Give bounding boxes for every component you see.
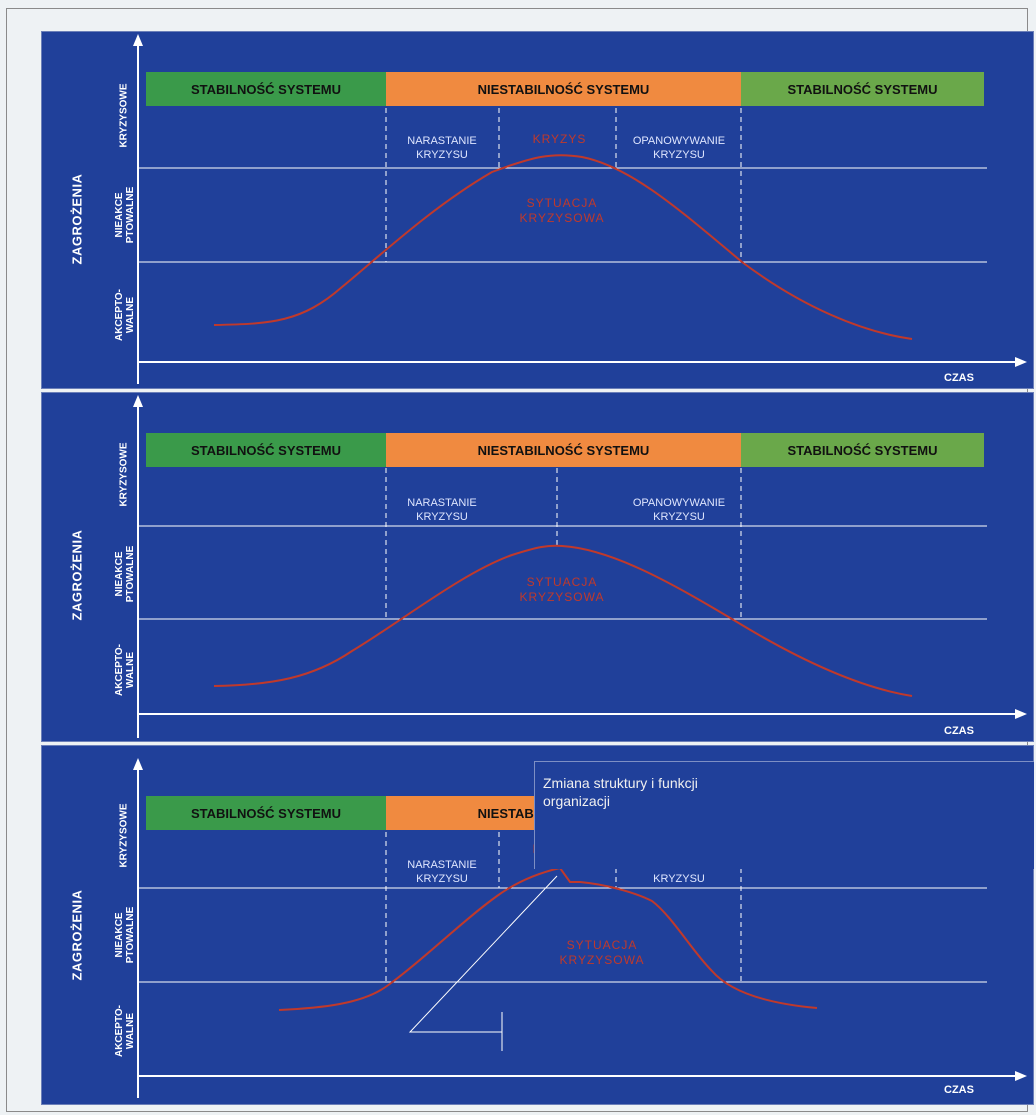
annotation-text: Zmiana struktury i funkcji organizacji <box>543 775 698 809</box>
panel-1-graphics <box>133 34 1027 384</box>
level-label-acceptable: AKCEPTO- WALNE <box>114 1004 136 1058</box>
band-stability-right: STABILNOŚĆ SYSTEMU <box>741 72 984 106</box>
phase-control: OPANOWYWANIE KRYZYSU <box>632 135 726 161</box>
y-axis-arrow <box>133 758 143 770</box>
annotation-box: Zmiana struktury i funkcji organizacji <box>534 761 1034 869</box>
level-label-acceptable: AKCEPTO- WALNE <box>114 288 136 342</box>
situation-label: SYTUACJA KRYZYSOWA <box>559 938 645 967</box>
diagram-frame: ZAGROŻENIA KRYZYSOWE NIEAKCE PTOWALNE AK… <box>6 8 1034 1112</box>
level-label-crisis: KRYZYSOWE <box>118 442 130 507</box>
band-stability-right: STABILNOŚĆ SYSTEMU <box>741 433 984 467</box>
level-label-unacceptable: NIEAKCE PTOWALNE <box>114 545 136 603</box>
panel-2-graphics <box>133 395 1027 738</box>
level-label-crisis: KRYZYSOWE <box>118 83 130 148</box>
level-label-acceptable: AKCEPTO- WALNE <box>114 643 136 697</box>
x-axis-arrow <box>1015 709 1027 719</box>
y-axis-arrow <box>133 34 143 46</box>
phase-rise: NARASTANIE KRYZYSU <box>407 497 477 523</box>
level-label-unacceptable: NIEAKCE PTOWALNE <box>114 186 136 244</box>
x-axis-label: CZAS <box>944 372 974 384</box>
level-label-crisis: KRYZYSOWE <box>118 803 130 868</box>
annotation-leader-line <box>408 875 558 1033</box>
situation-label: SYTUACJA KRYZYSOWA <box>519 575 605 604</box>
band-instability: NIESTABILNOŚĆ SYSTEMU <box>386 433 741 467</box>
y-axis-arrow <box>133 395 143 407</box>
y-axis-label: ZAGROŻENIA <box>69 529 85 621</box>
band-stability-left: STABILNOŚĆ SYSTEMU <box>146 796 386 830</box>
x-axis-arrow <box>1015 357 1027 367</box>
x-axis-arrow <box>1015 1071 1027 1081</box>
phase-rise: NARASTANIE KRYZYSU <box>407 859 477 885</box>
panel-crisis-peak: ZAGROŻENIA KRYZYSOWE NIEAKCE PTOWALNE AK… <box>41 31 1034 389</box>
y-axis-label: ZAGROŻENIA <box>69 889 85 981</box>
level-label-unacceptable: NIEAKCE PTOWALNE <box>114 906 136 964</box>
phase-crisis: KRYZYS <box>532 132 587 146</box>
phase-rise: NARASTANIE KRYZYSU <box>407 135 477 161</box>
threat-curve <box>213 154 913 340</box>
situation-label: SYTUACJA KRYZYSOWA <box>519 196 605 225</box>
panel-smooth-peak: ZAGROŻENIA KRYZYSOWE NIEAKCE PTOWALNE AK… <box>41 392 1034 742</box>
phase-control: OPANOWYWANIE KRYZYSU <box>632 497 726 523</box>
x-axis-label: CZAS <box>944 725 974 737</box>
band-instability: NIESTABILNOŚĆ SYSTEMU <box>386 72 741 106</box>
threat-curve <box>213 544 913 697</box>
y-axis-label: ZAGROŻENIA <box>69 173 85 265</box>
band-stability-left: STABILNOŚĆ SYSTEMU <box>146 72 386 106</box>
band-stability-left: STABILNOŚĆ SYSTEMU <box>146 433 386 467</box>
x-axis-label: CZAS <box>944 1084 974 1096</box>
